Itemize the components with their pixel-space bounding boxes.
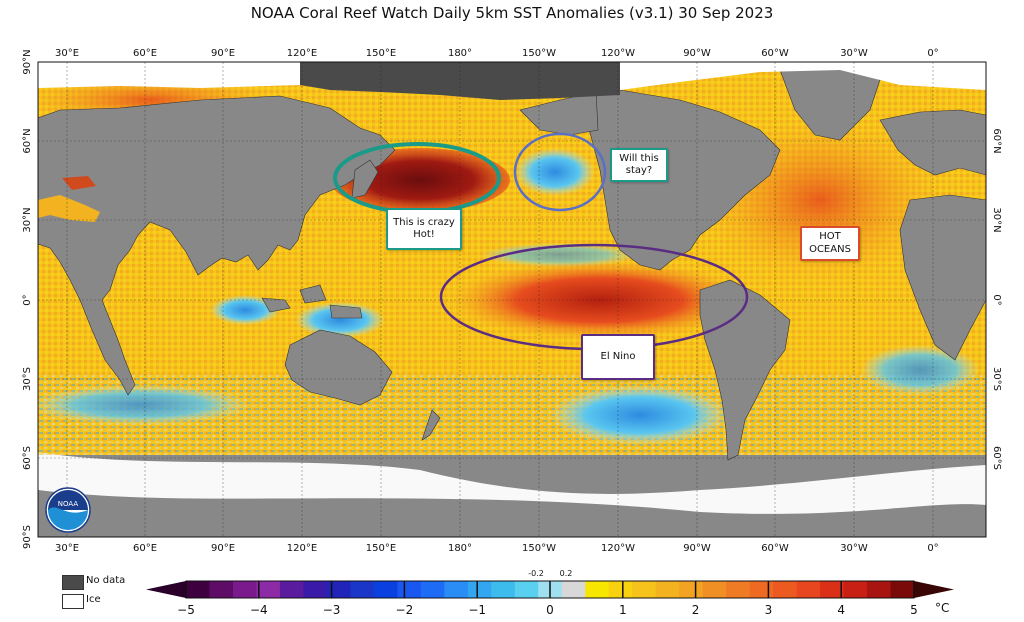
maritime-cool xyxy=(295,302,385,338)
lon-tick-top: 0° xyxy=(927,48,938,59)
lat-tick-left: 30°S xyxy=(22,367,33,391)
lat-tick-left: 90°N xyxy=(22,49,33,74)
noaa-logo: NOAA xyxy=(45,487,91,533)
ne-pacific-cool xyxy=(515,148,595,196)
ice-label: Ice xyxy=(86,594,101,605)
antarctica-land xyxy=(38,490,986,537)
lon-tick-bottom: 60°W xyxy=(761,543,789,554)
lon-tick-bottom: 120°W xyxy=(601,543,635,554)
lon-ticks-bottom: 30°E 60°E 90°E 120°E 150°E 180° 150°W 120°W 90°W… xyxy=(55,543,939,554)
hot-oceans-callout: HOT OCEANS xyxy=(800,226,860,261)
arctic-ice-west xyxy=(38,62,300,88)
lat-tick-right: 60°S xyxy=(991,446,1002,470)
ice-swatch xyxy=(62,594,84,609)
lon-tick-bottom: 150°W xyxy=(522,543,556,554)
continents xyxy=(38,64,986,461)
lon-tick-bottom: 30°W xyxy=(840,543,868,554)
lon-ticks-top: 30°E 60°E 90°E 120°E 150°E 180° 150°W 120°W 90°W… xyxy=(55,48,939,59)
lon-tick-top: 90°W xyxy=(683,48,711,59)
el-nino-callout: El Nino xyxy=(581,334,655,380)
map-title: NOAA Coral Reef Watch Daily 5km SST Anom… xyxy=(250,4,774,22)
map-frame xyxy=(37,61,987,538)
lon-tick-top: 120°E xyxy=(287,48,317,59)
lon-tick-bottom: 60°E xyxy=(133,543,157,554)
lon-tick-top: 60°E xyxy=(133,48,157,59)
lat-tick-left: 0° xyxy=(22,294,33,305)
lon-tick-bottom: 90°E xyxy=(211,543,235,554)
indian-ocean-cool xyxy=(210,295,280,325)
svg-text:NOAA: NOAA xyxy=(58,500,79,508)
south-pacific-cool xyxy=(550,385,730,445)
lon-tick-bottom: 30°E xyxy=(55,543,79,554)
lon-tick-top: 120°W xyxy=(601,48,635,59)
crazy-hot-callout: This is crazy Hot! xyxy=(386,208,462,250)
lon-tick-bottom: 0° xyxy=(927,543,938,554)
will-stay-callout: Will this stay? xyxy=(610,148,668,182)
gridlines xyxy=(38,62,986,537)
lat-tick-right: 30°N xyxy=(991,207,1002,232)
lon-tick-bottom: 90°W xyxy=(683,543,711,554)
lat-ticks-right: 60°N 30°N 0° 30°S 60°S xyxy=(991,128,1002,470)
south-atlantic-cool xyxy=(860,345,980,395)
no-data-label: No data xyxy=(86,575,126,586)
subtropical-cool xyxy=(480,243,640,267)
lat-tick-left: 30°N xyxy=(22,207,33,232)
lon-tick-top: 150°E xyxy=(366,48,396,59)
map-body xyxy=(38,62,986,537)
lat-tick-right: 0° xyxy=(991,294,1002,305)
lon-tick-bottom: 120°E xyxy=(287,543,317,554)
lon-tick-top: 180° xyxy=(448,48,472,59)
lat-tick-left: 90°S xyxy=(22,525,33,549)
el-nino-warm-tongue xyxy=(450,260,750,340)
arctic-ice-east xyxy=(620,62,986,90)
lat-tick-right: 30°S xyxy=(991,367,1002,391)
lon-tick-top: 30°E xyxy=(55,48,79,59)
lat-tick-left: 60°S xyxy=(22,446,33,470)
arctic-no-data xyxy=(300,62,620,100)
south-indian-cool xyxy=(38,385,250,425)
lon-tick-bottom: 150°E xyxy=(366,543,396,554)
lat-tick-left: 60°N xyxy=(22,128,33,153)
lon-tick-top: 150°W xyxy=(522,48,556,59)
lon-tick-top: 90°E xyxy=(211,48,235,59)
lon-tick-top: 60°W xyxy=(761,48,789,59)
lat-ticks-left: 90°N 60°N 30°N 0° 30°S 60°S 90°S xyxy=(22,49,33,549)
lon-tick-top: 30°W xyxy=(840,48,868,59)
lon-tick-bottom: 180° xyxy=(448,543,472,554)
lat-tick-right: 60°N xyxy=(991,128,1002,153)
will-stay-circle xyxy=(513,132,607,212)
no-data-swatch xyxy=(62,575,84,590)
